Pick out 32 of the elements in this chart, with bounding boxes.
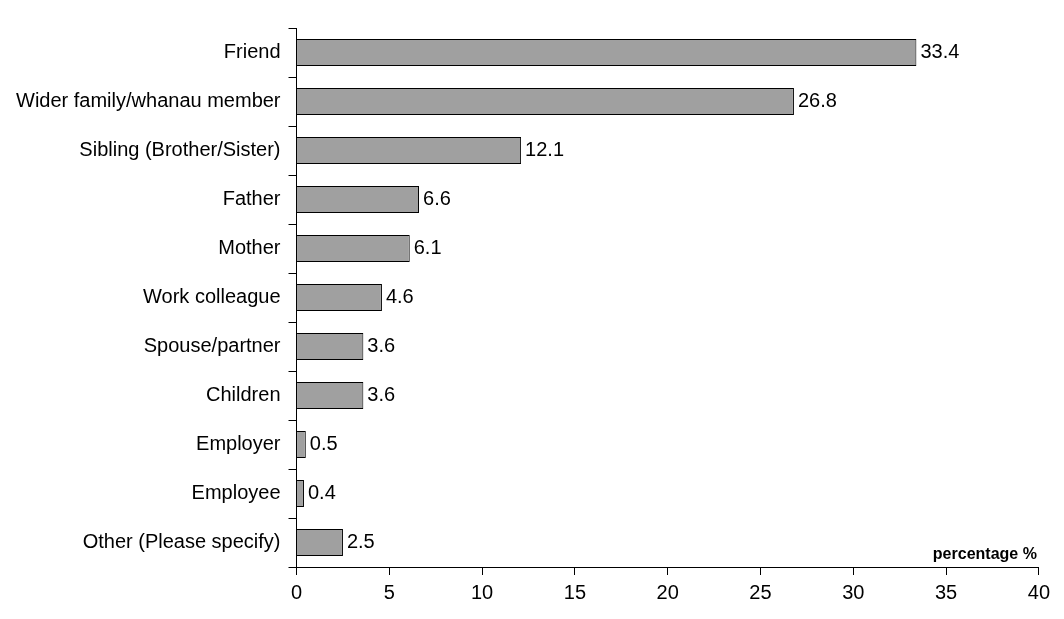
- x-tick-label: 0: [290, 580, 303, 603]
- y-tick-label: Friend: [223, 40, 281, 63]
- y-tick-label: Sibling (Brother/Sister): [79, 138, 281, 161]
- data-label: 3.6: [367, 383, 396, 406]
- data-label: 0.5: [309, 432, 338, 455]
- x-tick-label: 35: [934, 580, 958, 603]
- x-tick-label: 15: [563, 580, 587, 603]
- y-tick-label: Other (Please specify): [82, 530, 281, 553]
- x-axis-title: percentage %: [932, 545, 1037, 563]
- data-label: 26.8: [797, 89, 837, 112]
- data-label: 33.4: [920, 40, 960, 63]
- y-tick-label: Wider family/whanau member: [16, 89, 281, 112]
- y-tick-label: Work colleague: [143, 285, 281, 308]
- x-tick-label: 5: [383, 580, 395, 603]
- data-label: 12.1: [525, 138, 565, 161]
- data-label: 6.1: [413, 236, 442, 259]
- data-label: 6.6: [423, 187, 451, 210]
- y-tick-label: Employee: [191, 481, 281, 504]
- x-tick-label: 10: [470, 580, 494, 603]
- x-tick-label: 20: [656, 580, 679, 603]
- y-tick-label: Children: [206, 383, 281, 406]
- y-tick-label: Father: [222, 187, 281, 210]
- x-tick-label: 25: [749, 580, 772, 603]
- data-label: 2.5: [346, 530, 375, 553]
- data-label: 0.4: [307, 481, 336, 504]
- y-tick-label: Mother: [218, 236, 281, 259]
- data-label: 4.6: [385, 285, 414, 308]
- x-tick-label: 40: [1027, 580, 1050, 603]
- y-tick-label: Spouse/partner: [143, 334, 281, 357]
- data-label: 3.6: [367, 334, 396, 357]
- y-tick-label: Employer: [196, 432, 281, 455]
- x-tick-label: 30: [842, 580, 865, 603]
